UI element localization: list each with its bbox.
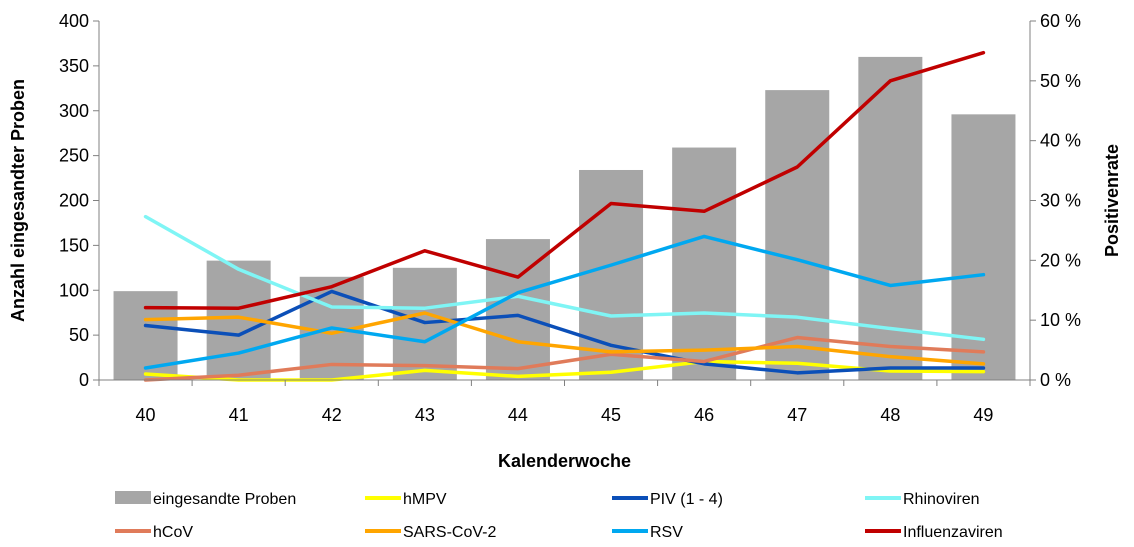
x-axis-title: Kalenderwoche xyxy=(498,451,631,471)
legend-label-eingesandte-proben: eingesandte Proben xyxy=(153,491,296,508)
series-line-rhinoviren xyxy=(143,214,986,342)
y-left-tick-label: 200 xyxy=(59,191,89,211)
legend-label-influenzaviren: Influenzaviren xyxy=(903,524,1003,541)
bar-47 xyxy=(765,90,830,381)
legend: eingesandte Proben hMPV PIV (1 - 4) Rhinovi… xyxy=(115,491,1003,541)
x-tick-label: 40 xyxy=(136,405,156,425)
y-right-tick-label: 20 % xyxy=(1040,250,1081,270)
lines-group xyxy=(143,50,986,382)
y-left-tick-label: 350 xyxy=(59,56,89,76)
legend-label-rhinoviren: Rhinoviren xyxy=(903,491,979,508)
y-left-tick-label: 150 xyxy=(59,235,89,255)
legend-label-hmpv: hMPV xyxy=(403,491,447,508)
x-tick-label: 45 xyxy=(601,405,621,425)
bar-46 xyxy=(672,147,737,380)
x-tick-label: 46 xyxy=(694,405,714,425)
x-tick-label: 49 xyxy=(973,405,993,425)
y-right-tick-label: 50 % xyxy=(1040,71,1081,91)
legend-label-hcov: hCoV xyxy=(153,524,193,541)
y-right-tick-label: 60 % xyxy=(1040,11,1081,31)
legend-label-sars-cov-2: SARS-CoV-2 xyxy=(403,524,496,541)
y-left-tick-label: 0 xyxy=(79,370,89,390)
y-axis-right-title: Positivenrate xyxy=(1102,144,1122,257)
x-tick-label: 42 xyxy=(322,405,342,425)
legend-label-rsv: RSV xyxy=(650,524,683,541)
ticks-group: 0 50 100 150 200 250 300 350 400 0 % 10 % 20 % 30 % 4… xyxy=(59,11,1081,425)
x-tick-label: 41 xyxy=(229,405,249,425)
x-tick-label: 47 xyxy=(787,405,807,425)
x-tick-label: 44 xyxy=(508,405,528,425)
y-left-tick-label: 300 xyxy=(59,101,89,121)
legend-label-piv-1-4-: PIV (1 - 4) xyxy=(650,491,723,508)
y-right-tick-label: 40 % xyxy=(1040,131,1081,151)
y-left-tick-label: 100 xyxy=(59,280,89,300)
y-left-tick-label: 400 xyxy=(59,11,89,31)
y-axis-left-title: Anzahl eingesandter Proben xyxy=(8,79,28,322)
series-line-influenzaviren xyxy=(143,50,986,310)
series-line-rsv xyxy=(143,234,986,370)
series-line-sars-cov-2 xyxy=(143,311,986,366)
y-left-tick-label: 50 xyxy=(69,325,89,345)
series-line-hcov xyxy=(143,335,986,382)
x-tick-label: 48 xyxy=(880,405,900,425)
y-right-tick-label: 30 % xyxy=(1040,191,1081,211)
x-tick-label: 43 xyxy=(415,405,435,425)
bars-group xyxy=(113,56,1016,381)
legend-swatch-eingesandte-proben xyxy=(115,491,151,504)
y-right-tick-label: 0 % xyxy=(1040,370,1071,390)
y-right-tick-label: 10 % xyxy=(1040,310,1081,330)
y-left-tick-label: 250 xyxy=(59,146,89,166)
series-line-piv-1-4- xyxy=(143,289,986,375)
bar-44 xyxy=(485,239,550,380)
